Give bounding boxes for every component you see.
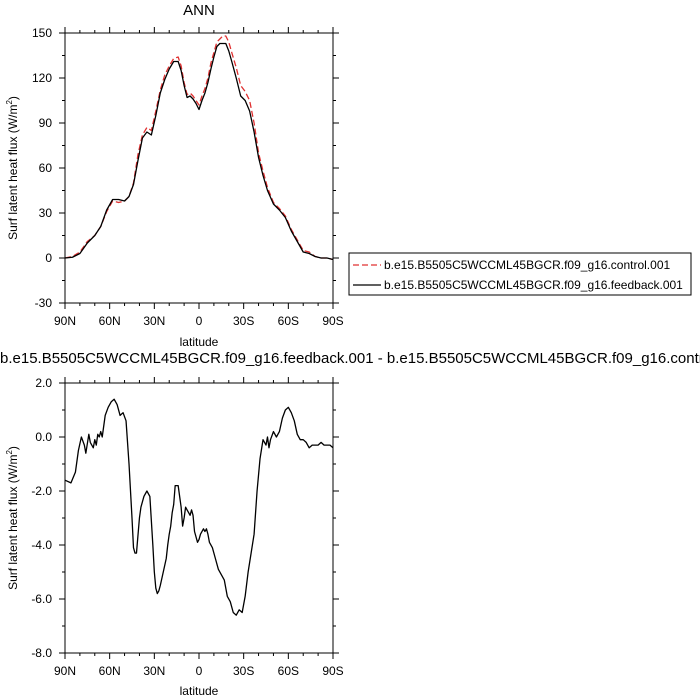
- top-y-tick-label: 30: [39, 206, 53, 220]
- top-chart-title: ANN: [183, 2, 215, 19]
- bottom-y-tick-label: 0.0: [35, 430, 52, 444]
- legend-box: [348, 252, 692, 296]
- top-plot-frame: [64, 32, 334, 304]
- top-x-tick-label: 30N: [143, 314, 165, 328]
- bottom-y-tick-label: -6.0: [31, 592, 52, 606]
- bottom-y-tick-label: 2.0: [35, 376, 52, 390]
- top-x-axis-label: latitude: [180, 335, 219, 349]
- top-x-tick-label: 30S: [233, 314, 254, 328]
- top-y-tick-label: 60: [39, 161, 53, 175]
- top-y-tick-label: 120: [32, 71, 52, 85]
- top-series-line-0: [64, 35, 334, 261]
- top-chart-panel: ANN latitude Surf latent heat flux (W/m2…: [5, 2, 344, 349]
- top-y-tick-label: -30: [35, 296, 53, 310]
- bottom-plot-area: [64, 398, 334, 616]
- bottom-x-tick-label: 90S: [322, 664, 343, 678]
- top-plot-area: [64, 35, 334, 261]
- top-x-tick-label: 60N: [99, 314, 121, 328]
- bottom-axis-ticks: 90N 60N 30N 0 30S 60S 90S -8.0 -6.0 -4.0 -2.0 0.0 2.…: [31, 376, 343, 678]
- bottom-x-tick-label: 30N: [143, 664, 165, 678]
- bottom-y-tick-label: -2.0: [31, 484, 52, 498]
- top-axis-ticks: 90N 60N 30N 0 30S 60S 90S -30 0 30 60 90 120 150: [32, 26, 344, 328]
- top-y-tick-label: 0: [45, 251, 52, 265]
- bottom-y-tick-label: -4.0: [31, 538, 52, 552]
- bottom-x-axis-label: latitude: [180, 684, 219, 698]
- bottom-x-tick-label: 60N: [99, 664, 121, 678]
- top-x-tick-label: 0: [196, 314, 203, 328]
- bottom-chart-title: b.e15.B5505C5WCCML45BGCR.f09_g16.feedbac…: [0, 350, 700, 367]
- legend: b.e15.B5505C5WCCML45BGCR.f09_g16.control…: [348, 252, 692, 296]
- bottom-x-tick-label: 60S: [278, 664, 299, 678]
- top-x-tick-label: 60S: [278, 314, 299, 328]
- top-x-tick-label: 90N: [54, 314, 76, 328]
- legend-label-feedback: b.e15.B5505C5WCCML45BGCR.f09_g16.feedbac…: [384, 278, 683, 292]
- bottom-x-tick-label: 30S: [233, 664, 254, 678]
- top-y-axis-label: Surf latent heat flux (W/m2): [5, 96, 20, 240]
- legend-label-control: b.e15.B5505C5WCCML45BGCR.f09_g16.control…: [384, 258, 670, 272]
- top-y-tick-label: 150: [32, 26, 52, 40]
- bottom-x-tick-label: 0: [196, 664, 203, 678]
- bottom-chart-panel: b.e15.B5505C5WCCML45BGCR.f09_g16.feedbac…: [0, 350, 700, 698]
- bottom-x-tick-label: 90N: [54, 664, 76, 678]
- bottom-y-tick-label: -8.0: [31, 646, 52, 660]
- top-x-tick-label: 90S: [322, 314, 343, 328]
- bottom-plot-frame: [64, 382, 334, 654]
- bottom-series-line-0: [64, 398, 334, 616]
- top-y-tick-label: 90: [39, 116, 53, 130]
- bottom-y-axis-label: Surf latent heat flux (W/m2): [5, 446, 20, 590]
- top-series-line-1: [64, 42, 334, 261]
